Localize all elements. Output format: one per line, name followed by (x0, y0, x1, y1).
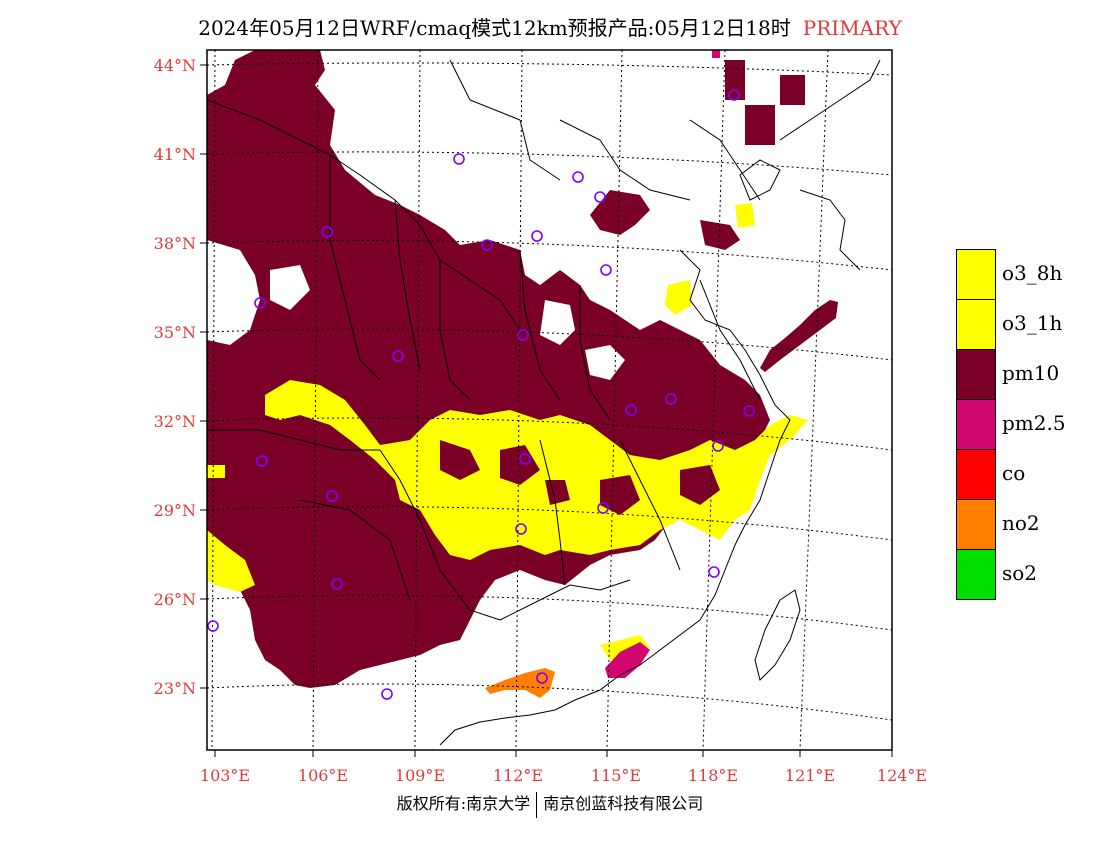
lat-label: 41°N (153, 145, 196, 164)
o3-region (207, 465, 225, 478)
pm10-region (780, 75, 805, 105)
lat-label: 32°N (153, 412, 196, 431)
legend-swatch (956, 299, 996, 350)
lat-label: 29°N (153, 501, 196, 520)
footer-divider (536, 791, 538, 818)
legend-swatch (956, 549, 996, 600)
lat-label: 23°N (153, 679, 196, 698)
legend-label: co (1002, 461, 1026, 485)
lon-label: 121°E (784, 766, 836, 785)
province-borders (207, 59, 761, 621)
pm25-region (712, 50, 720, 58)
legend-swatch (956, 399, 996, 450)
lon-label: 118°E (687, 766, 739, 785)
legend-swatch (956, 449, 996, 500)
o3-region (207, 530, 255, 592)
map-frame (206, 49, 893, 751)
legend-label: pm2.5 (1002, 411, 1066, 435)
axis-ticks (200, 64, 893, 757)
lon-label: 106°E (297, 766, 349, 785)
primary-tag: PRIMARY (802, 16, 902, 40)
copyright-footer: 版权所有:南京大学 南京创蓝科技有限公司 (0, 790, 1100, 818)
lon-label: 115°E (590, 766, 642, 785)
coastline (439, 59, 881, 746)
lat-label: 26°N (153, 590, 196, 609)
title-text: 2024年05月12日WRF/cmaq模式12km预报产品:05月12日18时 (198, 16, 791, 40)
lat-label: 38°N (153, 234, 196, 253)
pm10-region (590, 190, 650, 235)
pm25-region (605, 642, 650, 678)
copyright-right: 南京创蓝科技有限公司 (543, 794, 704, 813)
lon-label: 109°E (394, 766, 446, 785)
pm10-region (207, 50, 770, 688)
lat-label: 35°N (153, 323, 196, 342)
copyright-left: 版权所有:南京大学 (396, 794, 531, 813)
lon-label: 124°E (876, 766, 928, 785)
legend-label: pm10 (1002, 361, 1060, 385)
pm10-region (760, 300, 838, 372)
o3-region (735, 203, 755, 228)
map-title: 2024年05月12日WRF/cmaq模式12km预报产品:05月12日18时 P… (0, 12, 1100, 41)
graticule (207, 50, 892, 750)
legend-swatch (956, 499, 996, 550)
legend-swatch (956, 349, 996, 400)
o3-region (665, 280, 692, 315)
legend-swatch (956, 249, 996, 300)
lon-label: 103°E (199, 766, 251, 785)
lon-label: 112°E (492, 766, 544, 785)
pm10-region (725, 60, 745, 100)
station-markers (207, 89, 755, 700)
lat-label: 44°N (153, 56, 196, 75)
pm10-region (700, 220, 740, 250)
pm10-region (745, 105, 775, 145)
legend-label: no2 (1002, 511, 1040, 535)
legend-label: so2 (1002, 561, 1038, 585)
legend-label: o3_8h (1002, 261, 1063, 285)
legend-label: o3_1h (1002, 311, 1063, 335)
